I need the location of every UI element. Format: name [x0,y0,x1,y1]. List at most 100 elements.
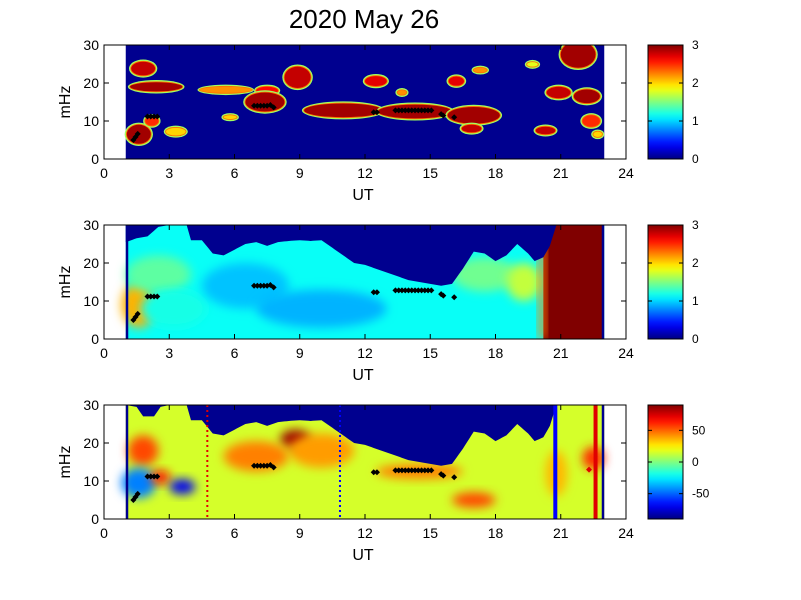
figure-title: 2020 May 26 [289,4,439,34]
colorbar-tick-label: 0 [692,332,699,346]
data-point [408,107,415,114]
colorbar-tick-label: 1 [692,114,699,128]
plot-area [104,405,626,519]
y-tick-label: 20 [83,75,99,91]
data-point [147,113,154,120]
colorbar-tick-label: -50 [692,487,710,501]
x-tick-label: 3 [165,345,173,361]
y-tick-label: 30 [83,217,99,233]
heatmap-background [125,45,605,159]
colorbar-gradient [647,224,684,340]
heatmap-blob [397,90,407,95]
data-point [415,467,422,474]
data-point [370,469,377,476]
data-point [428,467,435,474]
left-edge [125,225,129,339]
data-point [451,474,458,481]
data-point [151,113,158,120]
colorbar-tick-label: 0 [692,152,699,166]
x-tick-label: 0 [100,345,108,361]
heatmap-region [150,470,171,485]
data-point [395,467,402,474]
heatmap-blob [145,116,159,126]
data-point [428,107,435,114]
data-point [260,462,267,469]
data-point [144,473,151,480]
data-point [270,104,277,111]
x-tick-label: 15 [422,345,438,361]
data-point [254,102,261,109]
heatmap-blob [582,115,600,127]
data-point [147,293,154,300]
data-point [392,107,399,114]
data-point-red [586,466,593,473]
data-point [395,107,402,114]
x-tick-label: 0 [100,525,108,541]
colorbar: 0 1 2 3 [647,218,699,346]
data-point [412,467,419,474]
x-tick-label: 21 [553,345,569,361]
x-tick-label: 15 [422,525,438,541]
x-tick-label: 9 [296,165,304,181]
data-point [260,102,267,109]
x-tick-label: 6 [231,345,239,361]
data-point [425,287,432,294]
heatmap-blob [535,126,556,135]
data-point [421,107,428,114]
colorbar-gradient [647,404,684,520]
right-edge [601,405,605,519]
x-tick-label: 3 [165,165,173,181]
data-point [251,102,258,109]
x-tick-label: 12 [357,345,373,361]
heatmap-blob [130,82,183,92]
colorbar-tick-label: 3 [692,38,699,52]
heatmap-blob [560,45,596,68]
y-axis-label: mHz [57,266,74,299]
data-point [257,282,264,289]
x-tick-label: 18 [488,165,504,181]
y-tick-label: 30 [83,37,99,53]
x-tick-label: 12 [357,165,373,181]
heatmap-region [452,257,518,292]
data-point [408,287,415,294]
y-tick-label: 10 [83,293,99,309]
x-tick-label: 18 [488,345,504,361]
data-point [398,107,405,114]
y-axis-label: mHz [57,446,74,479]
x-tick-label: 15 [422,165,438,181]
heatmap-region [582,446,605,470]
heatmap-blob [473,67,487,73]
data-point [270,464,277,471]
heatmap-blob [165,127,186,136]
heatmap-blob [131,61,156,76]
x-tick-label: 12 [357,525,373,541]
data-point [421,467,428,474]
colorbar: 50 0 -50 [647,404,710,520]
x-tick-label: 9 [296,345,304,361]
data-point [425,467,432,474]
right-edge [601,225,605,339]
data-point [260,282,267,289]
data-point [425,107,432,114]
colorbar-tick-label: 50 [692,423,706,437]
colorbar-tick-label: 1 [692,294,699,308]
data-point [440,112,447,119]
x-axis-label: UT [352,187,374,204]
data-point [398,467,405,474]
colorbar-gradient [647,44,684,160]
heatmap-blob [527,62,538,67]
data-point [408,467,415,474]
high-power-band [543,225,603,339]
x-tick-label: 3 [165,525,173,541]
heatmap-blob [546,86,571,99]
data-point [154,473,161,480]
y-axis-label: mHz [57,86,74,119]
data-point [451,114,458,121]
data-point [370,109,377,116]
heatmap-blob [304,103,383,118]
data-point [405,287,412,294]
x-tick-label: 24 [618,345,634,361]
heatmap-blob [448,76,464,86]
heatmap-region [223,441,289,472]
